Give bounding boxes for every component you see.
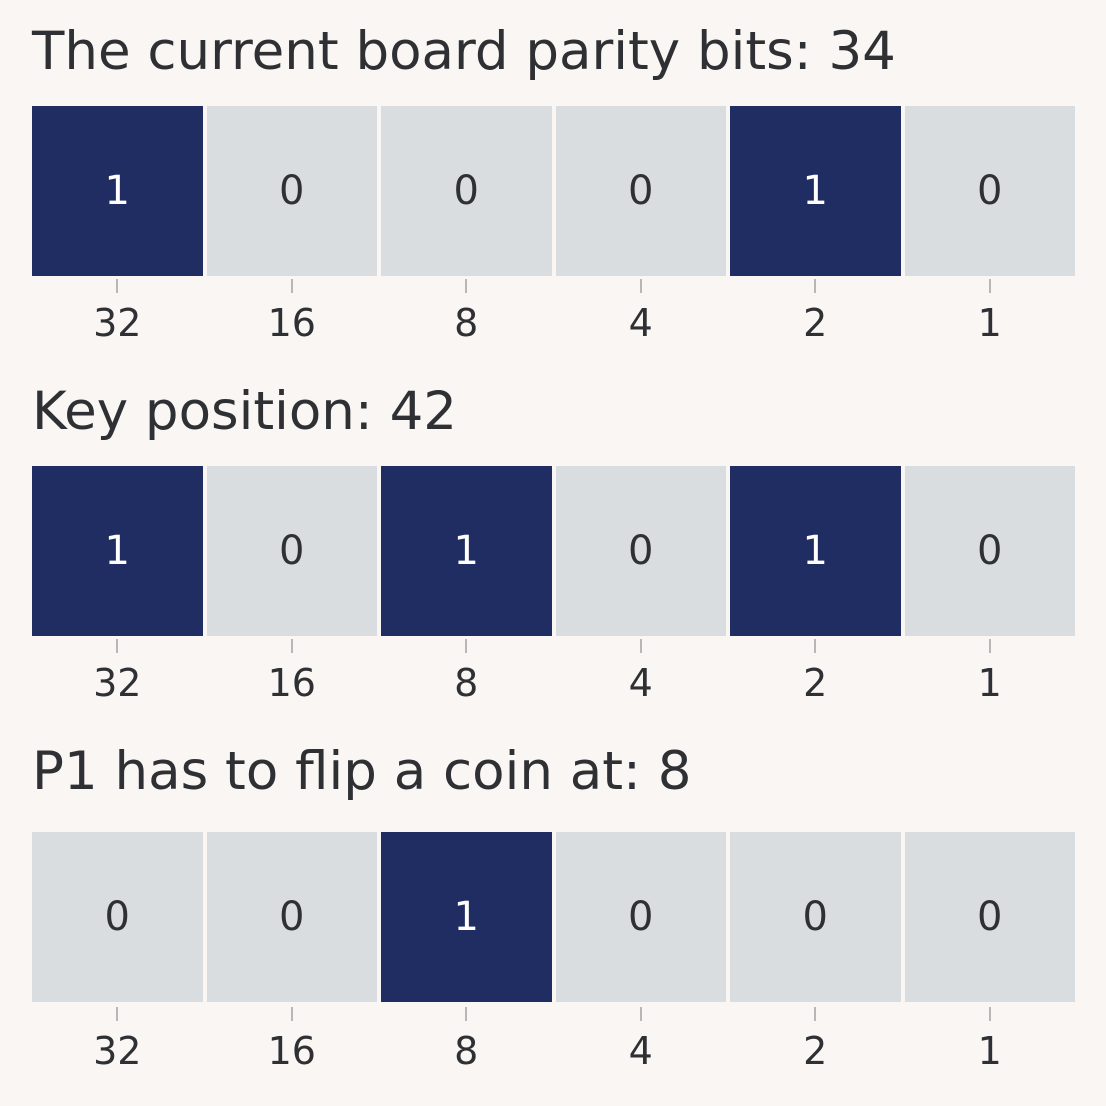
tick-mark [116,1007,119,1021]
bit-cell: 0 [381,106,552,276]
tick-label: 4 [628,1029,653,1073]
tick: 1 [905,636,1076,716]
tick-label: 16 [267,1029,316,1073]
tick: 4 [556,1004,727,1084]
tick-label: 4 [628,301,653,345]
tick-mark [116,279,119,293]
bit-cell: 1 [32,466,203,636]
place-value-axis: 32 16 8 4 2 1 [32,276,1075,356]
bit-cell: 1 [32,106,203,276]
bit-cell: 0 [206,106,377,276]
bit-cell: 0 [555,106,726,276]
bit-cell: 0 [555,466,726,636]
tick-mark [814,1007,817,1021]
tick: 1 [905,276,1076,356]
tick: 32 [32,276,203,356]
tick: 8 [381,636,552,716]
tick-label: 2 [803,661,828,705]
bit-cell: 1 [730,106,901,276]
tick: 32 [32,1004,203,1084]
tick-label: 8 [454,661,479,705]
tick-label: 32 [93,301,142,345]
bit-cell: 0 [206,466,377,636]
tick: 8 [381,276,552,356]
bit-cell: 0 [206,832,377,1002]
tick: 2 [730,636,901,716]
tick: 4 [556,276,727,356]
bit-cell: 1 [381,466,552,636]
panel-title: Key position: 42 [32,381,458,442]
bit-cell: 0 [904,832,1075,1002]
tick-label: 16 [267,301,316,345]
bit-cell: 0 [904,466,1075,636]
tick: 8 [381,1004,552,1084]
tick-mark [814,639,817,653]
panel-title: P1 has to flip a coin at: 8 [32,741,692,802]
tick: 16 [207,636,378,716]
tick-label: 8 [454,301,479,345]
tick-label: 1 [977,661,1002,705]
tick-mark [639,1007,642,1021]
bit-cell: 0 [32,832,203,1002]
tick-mark [290,279,293,293]
place-value-axis: 32 16 8 4 2 1 [32,1004,1075,1084]
bit-cell: 1 [381,832,552,1002]
tick-mark [988,1007,991,1021]
tick-mark [465,1007,468,1021]
bit-cell: 0 [555,832,726,1002]
tick: 2 [730,1004,901,1084]
tick-mark [290,639,293,653]
tick-mark [639,279,642,293]
place-value-axis: 32 16 8 4 2 1 [32,636,1075,716]
tick: 32 [32,636,203,716]
tick-mark [988,279,991,293]
tick-label: 32 [93,1029,142,1073]
tick-label: 32 [93,661,142,705]
tick: 1 [905,1004,1076,1084]
bit-cell: 1 [730,466,901,636]
tick-label: 2 [803,301,828,345]
panel-title: The current board parity bits: 34 [32,21,896,82]
bit-row: 1 0 0 0 1 0 [32,106,1075,276]
bit-cell: 0 [730,832,901,1002]
bit-row: 0 0 1 0 0 0 [32,832,1075,1002]
tick-label: 2 [803,1029,828,1073]
tick-label: 1 [977,301,1002,345]
tick: 2 [730,276,901,356]
tick: 4 [556,636,727,716]
bit-row: 1 0 1 0 1 0 [32,466,1075,636]
tick-label: 4 [628,661,653,705]
bit-cell: 0 [904,106,1075,276]
tick-mark [465,279,468,293]
tick-mark [639,639,642,653]
tick: 16 [207,276,378,356]
tick-mark [465,639,468,653]
tick: 16 [207,1004,378,1084]
tick-label: 16 [267,661,316,705]
tick-mark [116,639,119,653]
tick-label: 8 [454,1029,479,1073]
tick-mark [988,639,991,653]
tick-mark [290,1007,293,1021]
tick-mark [814,279,817,293]
tick-label: 1 [977,1029,1002,1073]
